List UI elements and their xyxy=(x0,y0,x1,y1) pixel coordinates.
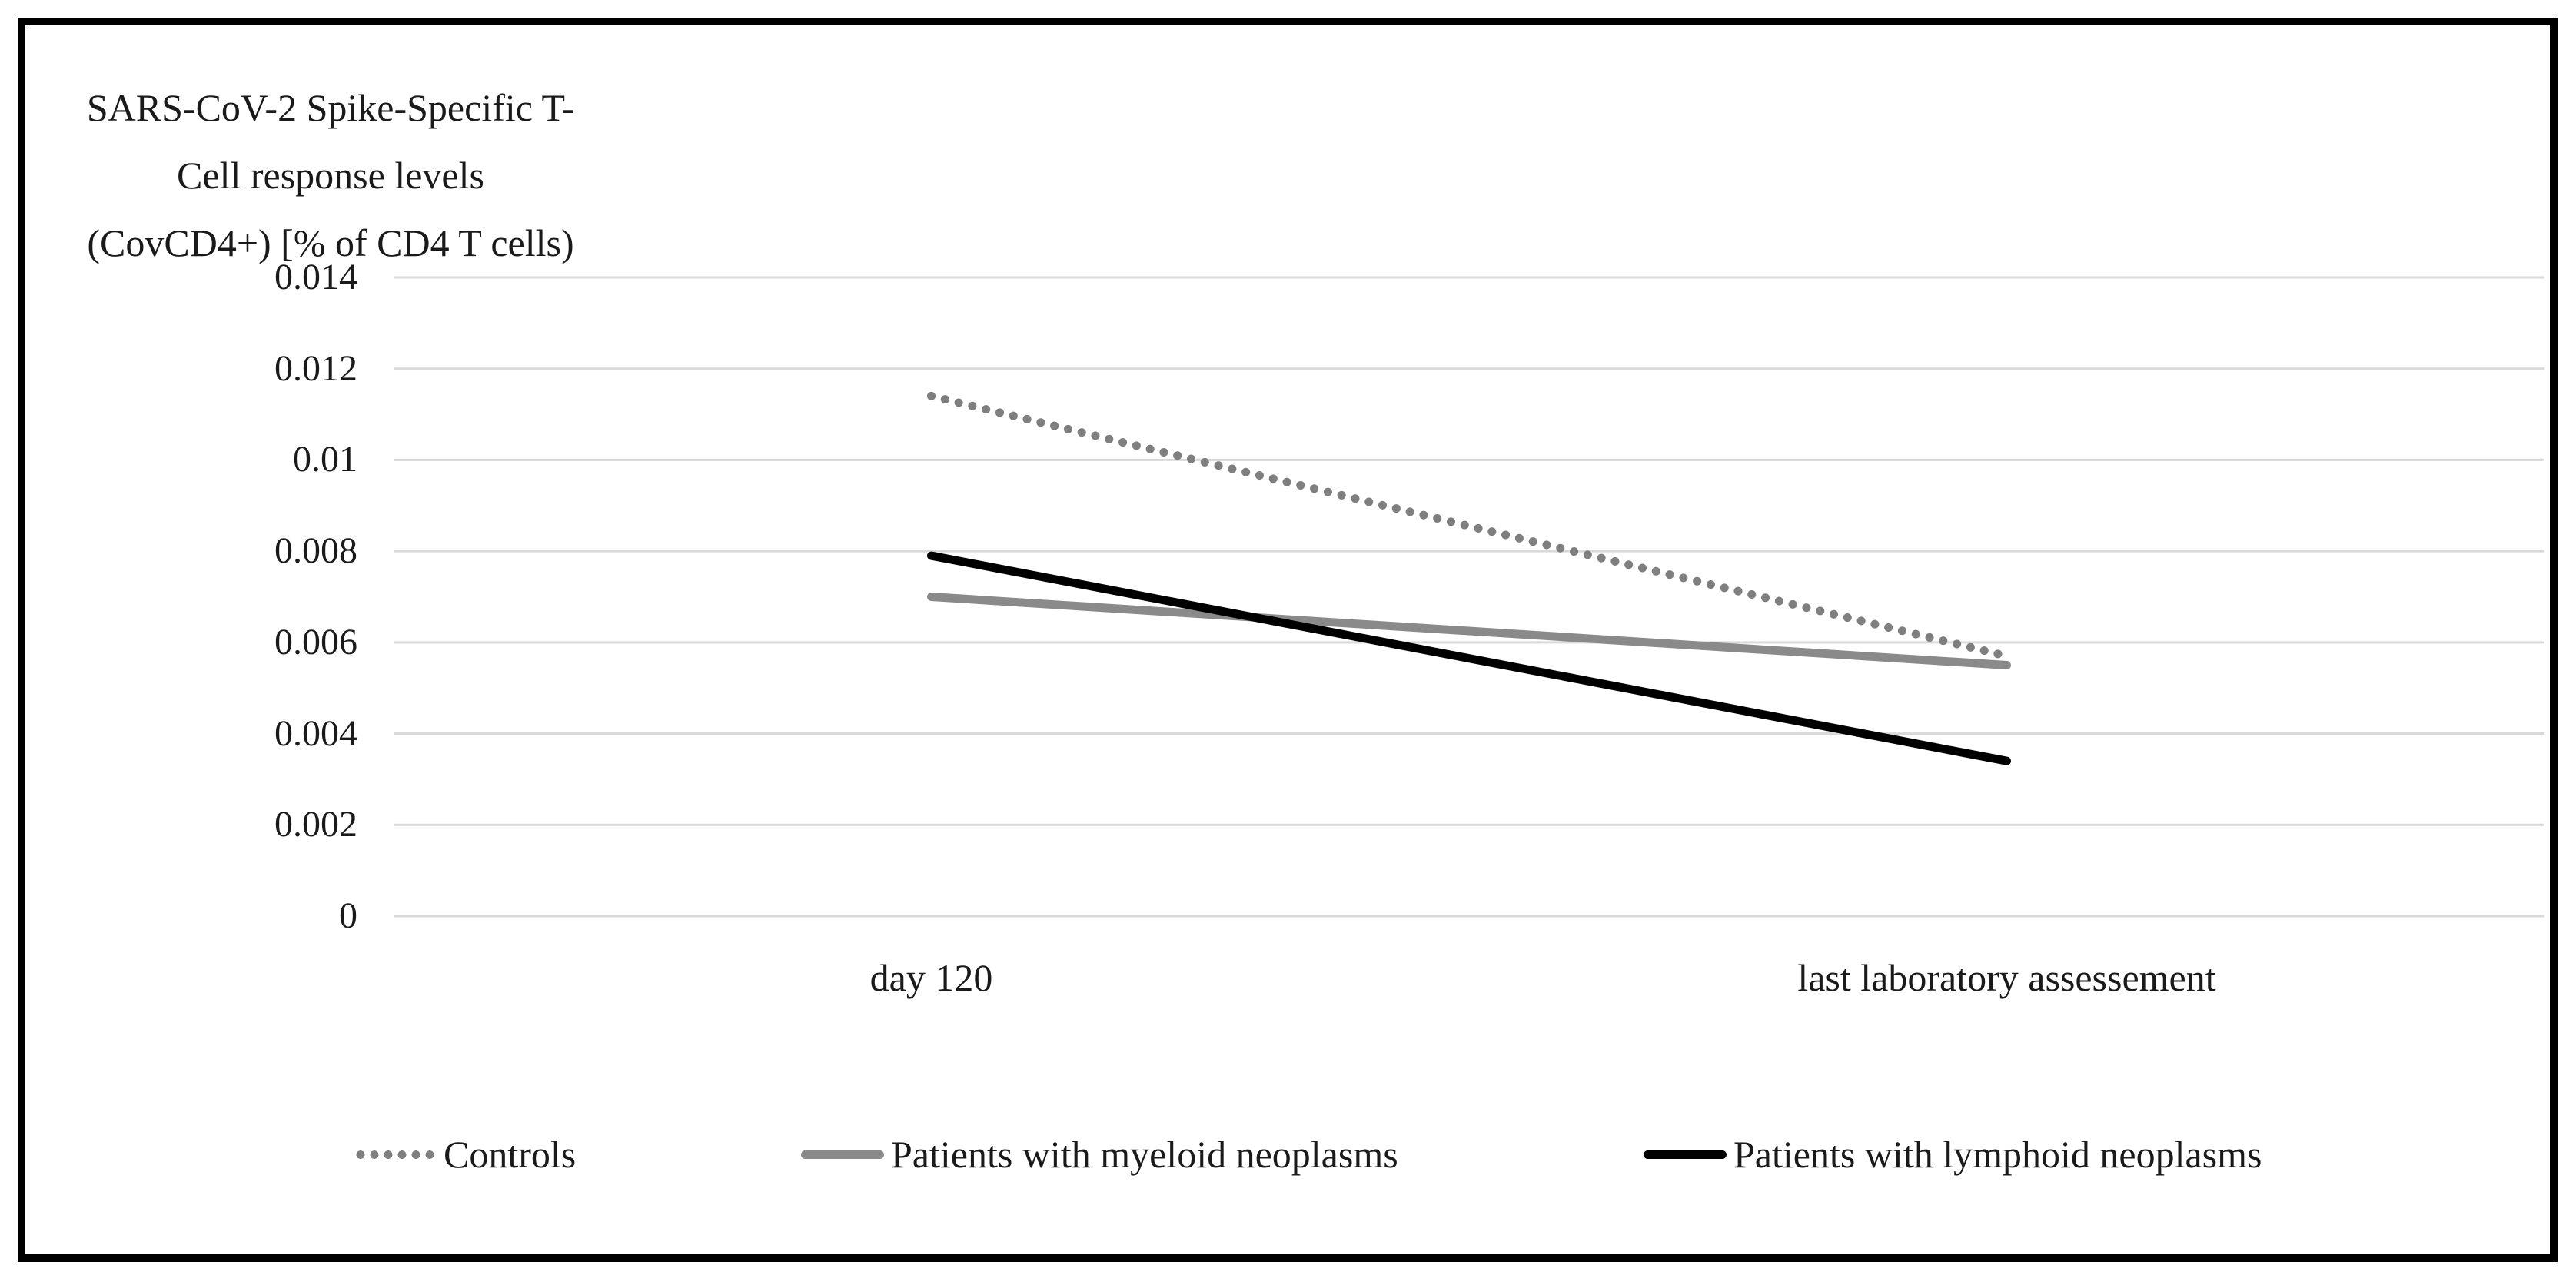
legend-gray-line-swatch xyxy=(801,1150,884,1159)
y-tick-label: 0.014 xyxy=(274,257,357,297)
y-tick-label: 0 xyxy=(339,895,357,936)
legend-item-myeloid: Patients with myeloid neoplasms xyxy=(801,1131,1398,1177)
y-tick-label: 0.002 xyxy=(274,804,357,845)
series-line-controls xyxy=(927,391,2011,661)
series-line-patients-with-lymphoid-neoplasms xyxy=(927,551,2011,765)
series-line-patients-with-myeloid-neoplasms xyxy=(927,593,2011,670)
legend-dotted-line-swatch xyxy=(354,1150,437,1159)
gridlines xyxy=(394,276,2544,918)
y-tick-label: 0.01 xyxy=(293,439,357,480)
legend-label: Patients with myeloid neoplasms xyxy=(891,1133,1398,1176)
y-tick-label: 0.004 xyxy=(274,712,357,754)
y-axis-title-line-1: SARS-CoV-2 Spike-Specific T- xyxy=(86,86,575,129)
y-axis-title-line-3: (CovCD4+) [% of CD4 T cells) xyxy=(87,221,574,264)
x-category-label-day-120: day 120 xyxy=(869,956,993,999)
legend-item-lymphoid: Patients with lymphoid neoplasms xyxy=(1644,1131,2262,1177)
x-category-label-last-assessment: last laboratory assessement xyxy=(1797,956,2216,999)
y-axis-title-line-2: Cell response levels xyxy=(177,154,484,197)
y-tick-label: 0.012 xyxy=(274,347,357,389)
y-tick-label: 0.006 xyxy=(274,621,357,662)
legend-item-controls: Controls xyxy=(354,1131,576,1177)
legend-label: Patients with lymphoid neoplasms xyxy=(1733,1133,2262,1176)
series-lines xyxy=(927,391,2011,765)
legend-label: Controls xyxy=(444,1133,577,1176)
figure-border-frame xyxy=(18,18,2558,1262)
legend-black-line-swatch xyxy=(1644,1150,1727,1159)
y-axis-title: SARS-CoV-2 Spike-Specific T- Cell respon… xyxy=(46,74,615,277)
y-tick-label: 0.008 xyxy=(274,530,357,572)
